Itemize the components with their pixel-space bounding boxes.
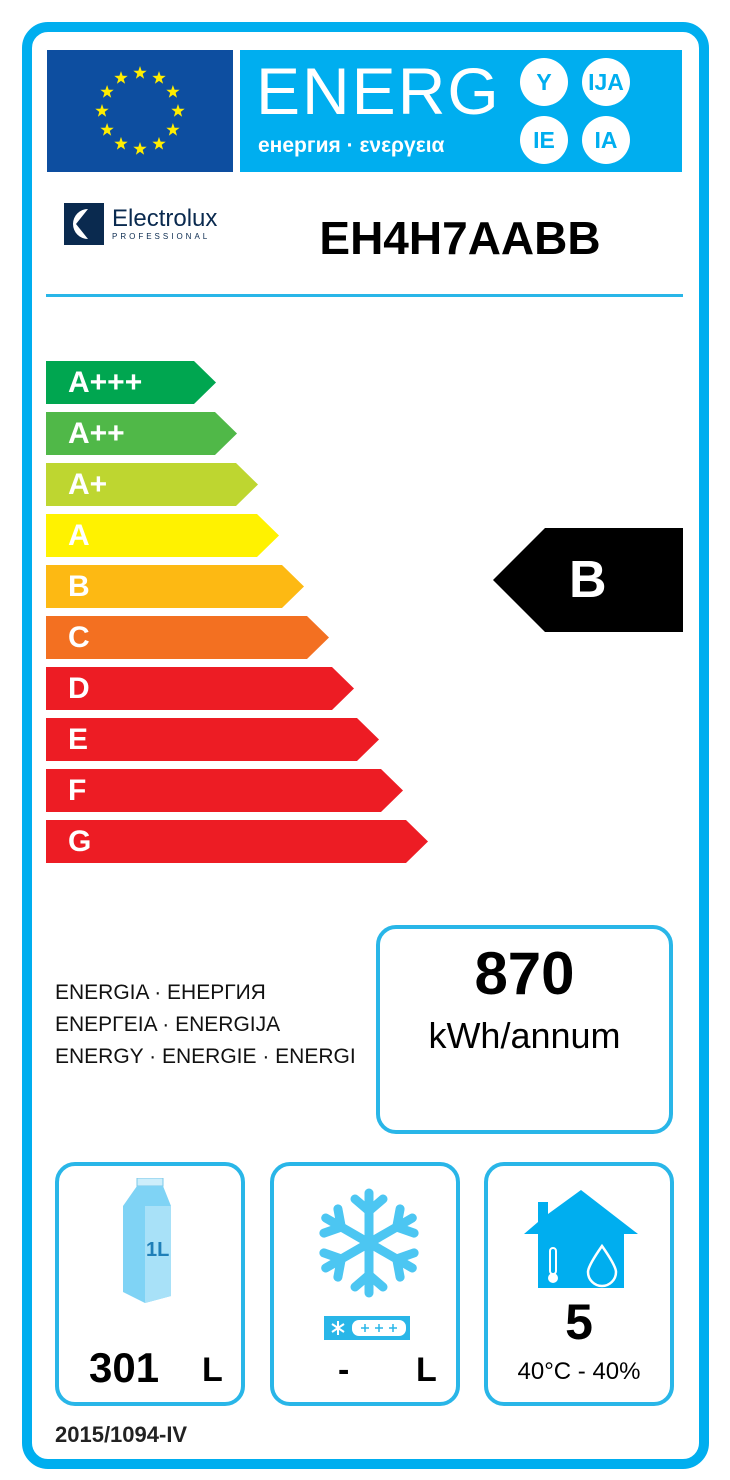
house-climate-icon — [524, 1190, 638, 1288]
star-icon — [152, 71, 166, 84]
eu-flag — [47, 50, 233, 172]
star-icon — [114, 71, 128, 84]
star-icon — [152, 136, 166, 150]
brand-name: Electrolux — [112, 205, 218, 232]
storage-unit: L — [202, 1351, 223, 1389]
freezer-star-icon — [324, 1316, 410, 1340]
frozen-value: - — [338, 1351, 350, 1389]
scale-bar-g: G — [46, 820, 428, 863]
star-icon — [133, 142, 147, 155]
scale-bar-d: D — [46, 667, 354, 710]
climate-class: 5 — [565, 1294, 593, 1350]
energy-label-line: ΕΝΕΡΓΕΙΑ · ENERGIJA — [55, 1013, 281, 1036]
frozen-unit: L — [416, 1351, 437, 1389]
star-icon — [95, 104, 109, 117]
climate-conditions: 40°C - 40% — [517, 1358, 641, 1385]
suffix-ija: IJA — [582, 58, 630, 106]
scale-bar-f: F — [46, 769, 403, 812]
frozen-box: - L — [270, 1162, 460, 1406]
brand-logo: Electrolux PROFESSIONAL — [64, 203, 217, 245]
energy-labels: ENERGIA · ЕНЕРГИЯ ΕΝΕΡΓΕΙΑ · ENERGIJA EN… — [55, 977, 356, 1073]
star-icon — [171, 104, 185, 117]
scale-bar-e: E — [46, 718, 379, 761]
label-frame — [22, 22, 709, 1469]
storage-value: 301 — [89, 1344, 160, 1391]
suffix-ie: IE — [520, 116, 568, 164]
consumption-value: 870 — [474, 940, 575, 1007]
star-icon — [100, 123, 114, 136]
climate-box: 5 40°C - 40% — [484, 1162, 674, 1406]
scale-bar-aplusplus: A++ — [46, 412, 237, 455]
star-icon — [166, 85, 180, 98]
scale-bar-aplusplusplus: A+++ — [46, 361, 216, 404]
energy-label-line: ENERGIA · ЕНЕРГИЯ — [55, 981, 266, 1004]
scale-bar-aplus: A+ — [46, 463, 258, 506]
divider — [46, 294, 683, 297]
energ-subtitle: енергия · ενεργεια — [258, 134, 445, 157]
consumption-unit: kWh/annum — [428, 1015, 621, 1056]
model-number: EH4H7AABB — [319, 212, 601, 264]
brand-sub: PROFESSIONAL — [112, 232, 211, 241]
star-icon — [114, 136, 128, 150]
snowflake-icon — [314, 1188, 424, 1298]
star-icon — [133, 66, 147, 79]
eu-stars-icon — [95, 66, 185, 155]
energy-label-line: ENERGY · ENERGIE · ENERGI — [55, 1045, 356, 1068]
scale-bar-c: C — [46, 616, 329, 659]
milk-carton-icon: 1L — [123, 1178, 171, 1303]
energy-header: ENERG енергия · ενεργεια Y IJA IE IA — [240, 50, 682, 172]
suffix-ia: IA — [582, 116, 630, 164]
scale-bar-b: B — [46, 565, 304, 608]
regulation: 2015/1094-IV — [55, 1422, 188, 1447]
consumption-box: 870 kWh/annum — [376, 925, 673, 1134]
carton-label: 1L — [146, 1239, 169, 1261]
star-icon — [100, 85, 114, 98]
electrolux-logo-icon — [64, 203, 104, 245]
suffix-y: Y — [520, 58, 568, 106]
star-icon — [166, 123, 180, 136]
storage-box: 1L 301 L — [55, 1162, 245, 1406]
scale-bar-a: A — [46, 514, 279, 557]
energ-title: ENERG — [256, 58, 501, 124]
